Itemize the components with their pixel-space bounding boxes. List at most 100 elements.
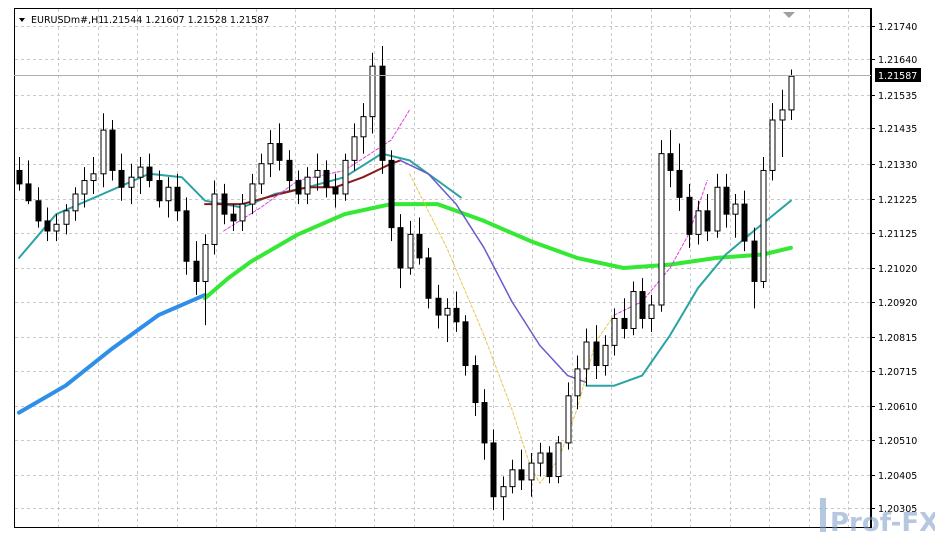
candle[interactable] <box>276 123 283 171</box>
candle[interactable] <box>118 153 125 201</box>
candle[interactable] <box>416 217 423 265</box>
candle[interactable] <box>435 284 442 329</box>
candle[interactable] <box>565 382 572 450</box>
candle[interactable] <box>732 194 739 238</box>
candle[interactable] <box>323 160 330 198</box>
candle-body-bear <box>221 193 228 215</box>
candle[interactable] <box>472 355 479 416</box>
candle[interactable] <box>555 436 562 484</box>
candle[interactable] <box>137 157 144 194</box>
candle[interactable] <box>490 429 497 511</box>
candle[interactable] <box>639 278 646 329</box>
candle[interactable] <box>648 294 655 332</box>
candle[interactable] <box>193 241 200 295</box>
candle-body-bear <box>183 210 190 262</box>
candle[interactable] <box>667 130 674 188</box>
candle-body-bear <box>416 233 423 259</box>
candle[interactable] <box>686 183 693 248</box>
candle[interactable] <box>676 143 683 211</box>
candle[interactable] <box>751 227 758 309</box>
candle-body-bull <box>714 186 721 232</box>
candle[interactable] <box>388 150 395 242</box>
candle[interactable] <box>202 234 209 326</box>
candle[interactable] <box>304 167 311 205</box>
candle[interactable] <box>611 308 618 356</box>
candle[interactable] <box>593 325 600 379</box>
candle[interactable] <box>760 157 767 289</box>
candle[interactable] <box>81 167 88 208</box>
triangle-down-icon[interactable] <box>19 18 25 22</box>
candle[interactable] <box>128 163 135 205</box>
candle[interactable] <box>723 173 730 228</box>
candle[interactable] <box>183 197 190 275</box>
grid <box>15 9 870 527</box>
candle[interactable] <box>602 335 609 376</box>
candle[interactable] <box>546 446 553 484</box>
candle[interactable] <box>714 173 721 238</box>
candle[interactable] <box>704 194 711 242</box>
price-tick-label: 1.21330 <box>878 160 917 171</box>
candle[interactable] <box>528 453 535 497</box>
price-axis[interactable]: 1.21740 1.21640 1.21535 1.21435 1.21330 1.212… <box>871 22 917 515</box>
candle[interactable] <box>342 153 349 201</box>
candle[interactable] <box>369 52 376 134</box>
candle[interactable] <box>788 69 795 120</box>
candle[interactable] <box>258 153 265 194</box>
candle[interactable] <box>174 173 181 221</box>
candle[interactable] <box>25 160 32 205</box>
candle[interactable] <box>360 103 367 154</box>
candle[interactable] <box>444 298 451 342</box>
candle[interactable] <box>44 207 51 242</box>
candle[interactable] <box>100 113 107 188</box>
candle[interactable] <box>286 150 293 191</box>
candle[interactable] <box>658 140 665 312</box>
candle[interactable] <box>574 355 581 410</box>
candle[interactable] <box>518 449 525 490</box>
candle[interactable] <box>165 177 172 218</box>
candle-body-bear <box>109 129 116 171</box>
candle[interactable] <box>211 180 218 255</box>
candle[interactable] <box>453 291 460 332</box>
candle[interactable] <box>481 389 488 460</box>
candle[interactable] <box>267 130 274 178</box>
candle[interactable] <box>621 298 628 339</box>
candle[interactable] <box>295 170 302 205</box>
candle[interactable] <box>741 190 748 252</box>
candle[interactable] <box>221 183 228 225</box>
candle[interactable] <box>779 89 786 157</box>
candle[interactable] <box>769 103 776 181</box>
candle[interactable] <box>90 157 97 194</box>
candle[interactable] <box>249 173 256 215</box>
candle-body-bear <box>751 240 758 282</box>
candle[interactable] <box>462 315 469 376</box>
candles[interactable] <box>16 46 795 521</box>
candle[interactable] <box>16 157 23 191</box>
candle[interactable] <box>35 187 42 228</box>
candle[interactable] <box>230 204 237 231</box>
candle[interactable] <box>630 281 637 336</box>
candle[interactable] <box>407 220 414 275</box>
candle[interactable] <box>314 153 321 191</box>
candle[interactable] <box>351 123 358 171</box>
candle[interactable] <box>397 214 404 289</box>
candle[interactable] <box>537 442 544 477</box>
candle[interactable] <box>425 247 432 309</box>
candle[interactable] <box>72 187 79 221</box>
candle[interactable] <box>146 153 153 188</box>
candle[interactable] <box>239 194 246 231</box>
candle-body-bull <box>658 153 665 306</box>
candle[interactable] <box>509 459 516 494</box>
candle[interactable] <box>695 200 702 245</box>
price-tick-label: 1.20305 <box>878 504 917 515</box>
candle[interactable] <box>109 120 116 181</box>
candle[interactable] <box>583 328 590 386</box>
candle[interactable] <box>63 204 70 235</box>
candle[interactable] <box>379 46 386 174</box>
candle[interactable] <box>500 476 507 521</box>
candle-body-bull <box>583 341 590 370</box>
scroll-marker-icon[interactable] <box>783 12 795 18</box>
candle[interactable] <box>53 214 60 242</box>
candle[interactable] <box>156 170 163 208</box>
candle[interactable] <box>332 173 339 208</box>
